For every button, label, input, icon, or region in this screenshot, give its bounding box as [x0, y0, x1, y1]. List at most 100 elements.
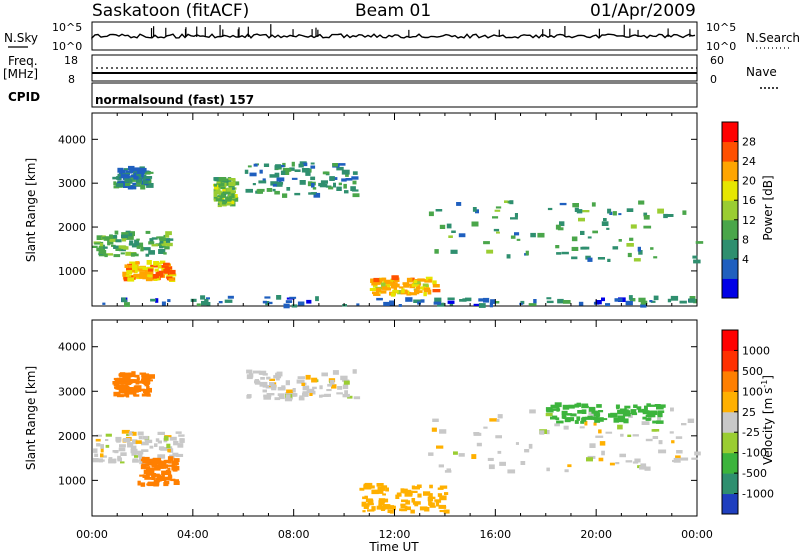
data-cell: [419, 506, 428, 511]
data-cell: [274, 190, 280, 195]
data-cell: [362, 510, 366, 513]
data-cell: [139, 273, 145, 279]
data-cell: [310, 165, 316, 169]
data-cell: [118, 248, 126, 252]
data-cell: [439, 485, 448, 489]
data-cell: [301, 382, 306, 386]
data-cell: [222, 201, 227, 205]
data-cell: [260, 377, 265, 380]
data-cell: [495, 435, 502, 439]
nsky-tick-left-top: 10^5: [52, 21, 82, 34]
data-cell: [121, 173, 129, 177]
data-cell: [133, 176, 139, 180]
data-cell: [143, 177, 151, 181]
time-axis-label: Time UT: [368, 540, 419, 554]
data-cell: [114, 379, 119, 382]
data-cell: [157, 440, 162, 444]
data-cell: [638, 200, 645, 205]
data-cell: [373, 293, 381, 296]
data-cell: [298, 397, 305, 401]
data-cell: [359, 487, 365, 491]
data-cell: [284, 397, 293, 402]
data-cell: [116, 183, 124, 187]
data-cell: [404, 506, 411, 511]
data-cell: [351, 176, 359, 180]
data-cell: [435, 209, 443, 212]
colorbar-segment: [722, 473, 738, 495]
data-cell: [633, 258, 641, 262]
data-cell: [262, 178, 266, 181]
data-cell: [492, 216, 499, 219]
data-cell: [587, 236, 592, 239]
data-cell: [574, 403, 580, 408]
velocity-data-layer: [92, 369, 701, 514]
x-tick-label: 16:00: [479, 528, 511, 541]
data-cell: [132, 267, 137, 271]
data-cell: [272, 188, 276, 192]
data-cell: [483, 241, 490, 245]
data-cell: [433, 301, 442, 305]
data-cell: [224, 191, 231, 195]
data-cell: [312, 187, 317, 190]
data-cell: [231, 178, 236, 182]
data-cell: [607, 208, 612, 214]
colorbar-segment: [722, 180, 738, 201]
data-cell: [384, 279, 392, 285]
colorbar-tick-label: -500: [742, 467, 767, 480]
data-cell: [439, 224, 446, 229]
colorbar-frame: [721, 329, 739, 515]
data-cell: [411, 498, 416, 503]
data-cell: [601, 297, 605, 302]
y-tick-label: 2000: [58, 430, 86, 443]
data-cell: [99, 243, 104, 247]
y-tick-label: 2000: [58, 221, 86, 234]
data-cell: [417, 278, 425, 282]
data-cell: [475, 209, 479, 214]
velocity-panel-frame: [91, 319, 698, 517]
data-cell: [356, 303, 360, 306]
data-cell: [154, 465, 161, 471]
data-cell: [148, 268, 154, 272]
data-cell: [227, 295, 234, 299]
data-cell: [224, 187, 232, 191]
data-cell: [133, 394, 140, 397]
data-cell: [590, 414, 596, 417]
velocity-colorbar-label-end: ]: [761, 375, 775, 380]
data-cell: [136, 238, 140, 241]
data-cell: [167, 467, 171, 472]
data-cell: [626, 208, 634, 212]
data-cell: [670, 407, 674, 412]
data-cell: [478, 303, 486, 308]
data-cell: [345, 173, 349, 177]
data-cell: [126, 433, 130, 436]
data-cell: [392, 289, 399, 293]
data-cell: [493, 228, 500, 232]
data-cell: [618, 418, 626, 423]
data-cell: [141, 441, 149, 446]
data-cell: [163, 435, 169, 441]
data-cell: [530, 232, 536, 238]
y-tick-label: 1000: [58, 265, 86, 278]
nsky-tick-left-bottom: 10^0: [52, 40, 82, 53]
data-cell: [529, 409, 536, 414]
data-cell: [109, 238, 118, 242]
data-cell: [582, 416, 587, 419]
power-colorbar: 28 24 20 16 12 8 4: [721, 121, 756, 299]
data-cell: [127, 389, 136, 394]
data-cell: [113, 245, 120, 249]
data-cell: [618, 213, 622, 216]
data-cell: [137, 431, 144, 436]
data-cell: [100, 453, 104, 458]
data-cell: [458, 233, 466, 238]
data-cell: [405, 490, 413, 496]
data-cell: [155, 272, 163, 275]
data-cell: [136, 170, 145, 174]
data-cell: [644, 466, 651, 471]
data-cell: [253, 163, 258, 167]
data-cell: [117, 384, 124, 387]
data-cell: [144, 392, 148, 397]
data-cell: [124, 177, 129, 183]
data-cell: [585, 416, 593, 420]
data-cell: [584, 420, 588, 426]
data-cell: [217, 182, 225, 187]
